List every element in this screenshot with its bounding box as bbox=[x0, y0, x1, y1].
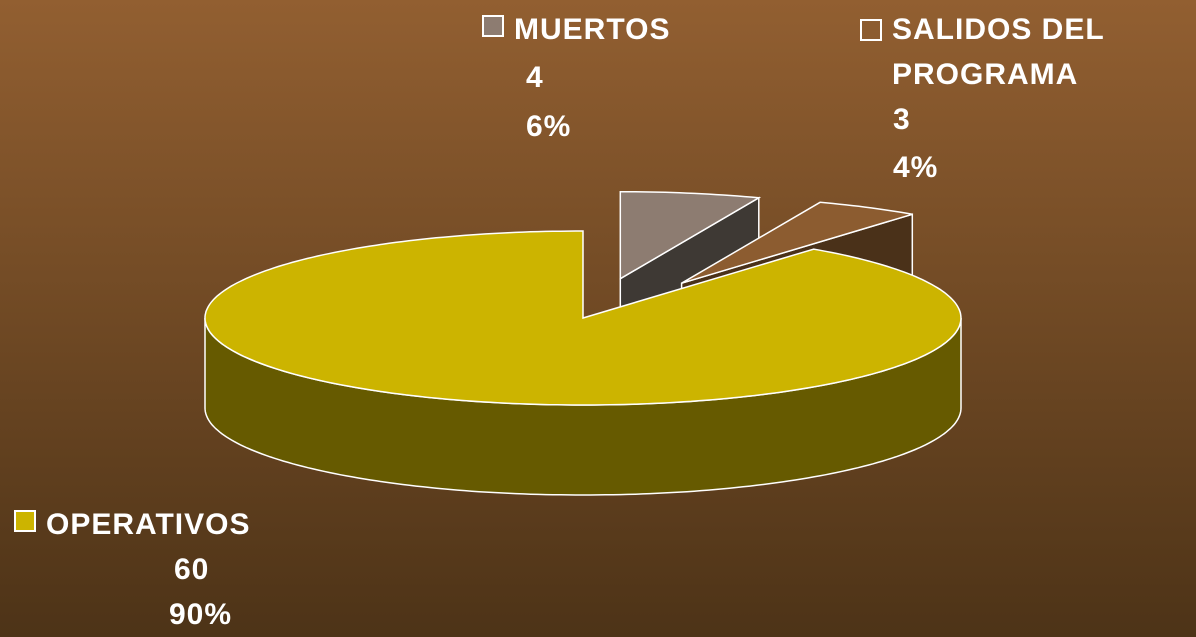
legend-operativos: OPERATIVOS 60 90% bbox=[14, 502, 250, 637]
percent-label: 90% bbox=[169, 598, 233, 631]
value-label: 3 bbox=[893, 103, 911, 136]
slice bbox=[681, 201, 913, 284]
legend-swatch bbox=[14, 510, 36, 532]
slice bbox=[619, 190, 762, 281]
category-label: OPERATIVOS bbox=[46, 508, 251, 541]
category-label: SALIDOS DEL PROGRAMA bbox=[892, 13, 1105, 91]
legend-swatch bbox=[860, 19, 882, 41]
value-label: 4 bbox=[526, 61, 544, 94]
legend-salidos: SALIDOS DEL PROGRAMA 3 4% bbox=[860, 7, 1190, 194]
slice bbox=[204, 230, 962, 406]
percent-label: 6% bbox=[526, 110, 572, 143]
percent-label: 4% bbox=[893, 151, 939, 184]
category-label: MUERTOS bbox=[514, 13, 671, 46]
legend-swatch bbox=[482, 15, 504, 37]
value-label: 60 bbox=[174, 553, 210, 586]
legend-muertos: MUERTOS 4 6% bbox=[482, 7, 670, 149]
